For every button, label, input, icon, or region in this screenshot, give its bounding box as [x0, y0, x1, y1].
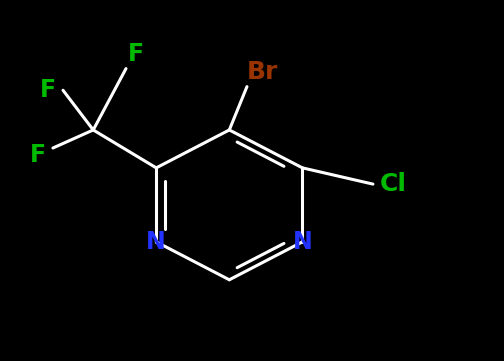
Text: N: N [292, 230, 312, 254]
Text: F: F [40, 78, 56, 102]
Text: F: F [30, 143, 46, 167]
Text: F: F [128, 42, 144, 66]
Text: Br: Br [246, 60, 278, 84]
Text: N: N [146, 230, 166, 254]
Text: Cl: Cl [380, 172, 407, 196]
